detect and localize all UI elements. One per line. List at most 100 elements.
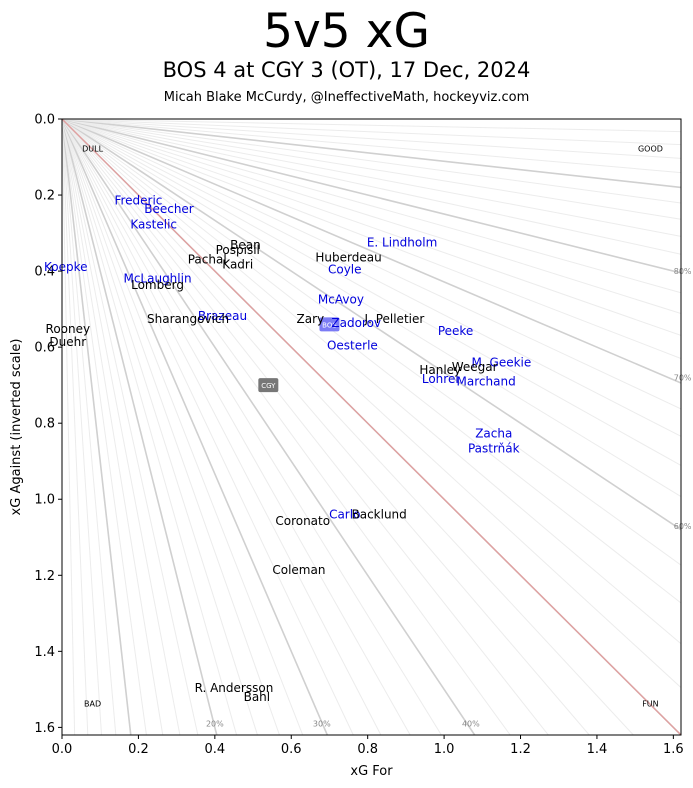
y-tick-label: 0.0 bbox=[34, 113, 55, 128]
player-label-bos: E. Lindholm bbox=[367, 236, 437, 250]
iso-ray-41 bbox=[62, 119, 681, 255]
plot-frame bbox=[61, 118, 682, 736]
player-label-bos: Carlo bbox=[329, 507, 360, 521]
player-label-cgy: Coronato bbox=[275, 514, 330, 528]
player-label-cgy: Backlund bbox=[351, 507, 406, 521]
x-tick-label: 0.8 bbox=[357, 742, 378, 757]
player-label-cgy: Pachal bbox=[188, 253, 227, 267]
iso-ray-11 bbox=[62, 119, 238, 735]
iso-ray-4 bbox=[62, 119, 117, 735]
iso-ray-47 bbox=[62, 119, 681, 159]
y-tick-label: 0.8 bbox=[34, 417, 55, 432]
iso-ray-37 bbox=[62, 119, 681, 336]
iso-ratio-rays bbox=[62, 119, 681, 735]
x-tick-label: 1.0 bbox=[434, 742, 455, 757]
team-badge-label: BOS bbox=[322, 321, 337, 329]
chart-subtitle: BOS 4 at CGY 3 (OT), 17 Dec, 2024 bbox=[162, 58, 531, 82]
iso-ray-20 bbox=[62, 119, 476, 735]
x-tick-label: 0.4 bbox=[204, 742, 225, 757]
y-tick-label: 0.4 bbox=[34, 265, 55, 280]
x-tick-label: 0.6 bbox=[281, 742, 302, 757]
iso-ray-33 bbox=[62, 119, 681, 437]
player-label-cgy: Bahl bbox=[244, 690, 271, 704]
player-label-bos: Peeke bbox=[438, 324, 473, 338]
player-label-cgy: Kadri bbox=[222, 258, 253, 272]
iso-ray-8 bbox=[62, 119, 181, 735]
y-tick-label: 1.0 bbox=[34, 493, 55, 508]
player-label-cgy: Hanley bbox=[419, 363, 461, 377]
iso-ray-35 bbox=[62, 119, 681, 384]
iso-ray-38 bbox=[62, 119, 681, 315]
iso-ray-31 bbox=[62, 119, 681, 497]
iso-ray-30 bbox=[62, 119, 681, 531]
y-tick-label: 0.2 bbox=[34, 189, 55, 204]
iso-ray-49 bbox=[62, 119, 681, 133]
player-label-bos: Kastelic bbox=[130, 217, 177, 231]
player-label-cgy: Pospisil bbox=[216, 243, 260, 257]
y-tick-label: 1.4 bbox=[34, 645, 55, 660]
iso-ray-43 bbox=[62, 119, 681, 220]
iso-ray-14 bbox=[62, 119, 304, 735]
iso-ray-40 bbox=[62, 119, 681, 274]
chart-credit: Micah Blake McCurdy, @IneffectiveMath, h… bbox=[163, 90, 530, 105]
corner-labels: 80% 70% 60% 20% 30% 40% DULL GOOD BAD FUN bbox=[82, 144, 692, 728]
player-label-cgy: Coleman bbox=[272, 563, 325, 577]
corner-label-bad: BAD bbox=[84, 699, 101, 708]
y-tick-label: 1.2 bbox=[34, 569, 55, 584]
player-label-bos: Frederic bbox=[114, 193, 162, 207]
ray-label-30pct: 30% bbox=[313, 720, 331, 729]
iso-ray-7 bbox=[62, 119, 164, 735]
iso-ray-18 bbox=[62, 119, 411, 735]
player-label-bos: Brazeau bbox=[198, 309, 247, 323]
ray-label-80pct: 80% bbox=[674, 267, 692, 276]
player-label-cgy: Huberdeau bbox=[315, 250, 381, 264]
iso-ray-5 bbox=[62, 119, 132, 735]
even-share-diagonal bbox=[62, 119, 681, 735]
iso-ray-2 bbox=[62, 119, 89, 735]
iso-ray-17 bbox=[62, 119, 382, 735]
iso-ray-10 bbox=[62, 119, 218, 735]
player-label-bos: M. Geekie bbox=[472, 356, 532, 370]
iso-ray-19 bbox=[62, 119, 442, 735]
iso-ray-29 bbox=[62, 119, 681, 566]
player-label-cgy: Bean bbox=[230, 238, 261, 252]
player-label-cgy: Rooney bbox=[46, 322, 91, 336]
iso-ray-12 bbox=[62, 119, 258, 735]
player-label-bos: Zacha bbox=[475, 426, 512, 440]
iso-ray-9 bbox=[62, 119, 199, 735]
ray-label-40pct: 40% bbox=[462, 720, 480, 729]
player-label-bos: Lohrei bbox=[422, 372, 459, 386]
iso-ray-26 bbox=[62, 119, 681, 688]
iso-ray-16 bbox=[62, 119, 354, 735]
axis-ticks: 0.0 0.2 0.4 0.6 0.8 1.0 1.2 1.4 1.6 0.0 0.2 0.4 0.6 0… bbox=[34, 113, 683, 758]
player-label-cgy: Lomberg bbox=[131, 278, 184, 292]
ray-label-70pct: 70% bbox=[674, 374, 692, 383]
ray-label-20pct: 20% bbox=[206, 720, 224, 729]
iso-ray-42 bbox=[62, 119, 681, 237]
x-tick-label: 1.4 bbox=[587, 742, 608, 757]
corner-label-dull: DULL bbox=[82, 144, 103, 153]
team-badge-cgy bbox=[258, 378, 279, 393]
player-label-bos: Coyle bbox=[328, 263, 362, 277]
player-label-cgy: Weegar bbox=[452, 360, 498, 374]
player-label-bos: Zadorov bbox=[331, 316, 381, 330]
iso-ray-45 bbox=[62, 119, 681, 189]
player-label-bos: Oesterle bbox=[327, 339, 378, 353]
iso-ray-46 bbox=[62, 119, 681, 174]
iso-ray-28 bbox=[62, 119, 681, 604]
player-label-bos: Koepke bbox=[44, 260, 88, 274]
iso-ray-3 bbox=[62, 119, 103, 735]
x-tick-label: 0.0 bbox=[52, 742, 73, 757]
corner-label-fun: FUN bbox=[642, 699, 658, 708]
team-badge-bos bbox=[319, 317, 340, 332]
player-label-cgy: Sharangovich bbox=[147, 312, 229, 326]
y-tick-label: 0.6 bbox=[34, 341, 55, 356]
iso-ray-15 bbox=[62, 119, 329, 735]
ray-label-60pct: 60% bbox=[674, 522, 692, 531]
y-axis-label: xG Against (inverted scale) bbox=[9, 339, 24, 516]
iso-ray-13 bbox=[62, 119, 280, 735]
iso-ray-21 bbox=[62, 119, 511, 735]
iso-ray-22 bbox=[62, 119, 549, 735]
x-tick-label: 0.2 bbox=[128, 742, 149, 757]
